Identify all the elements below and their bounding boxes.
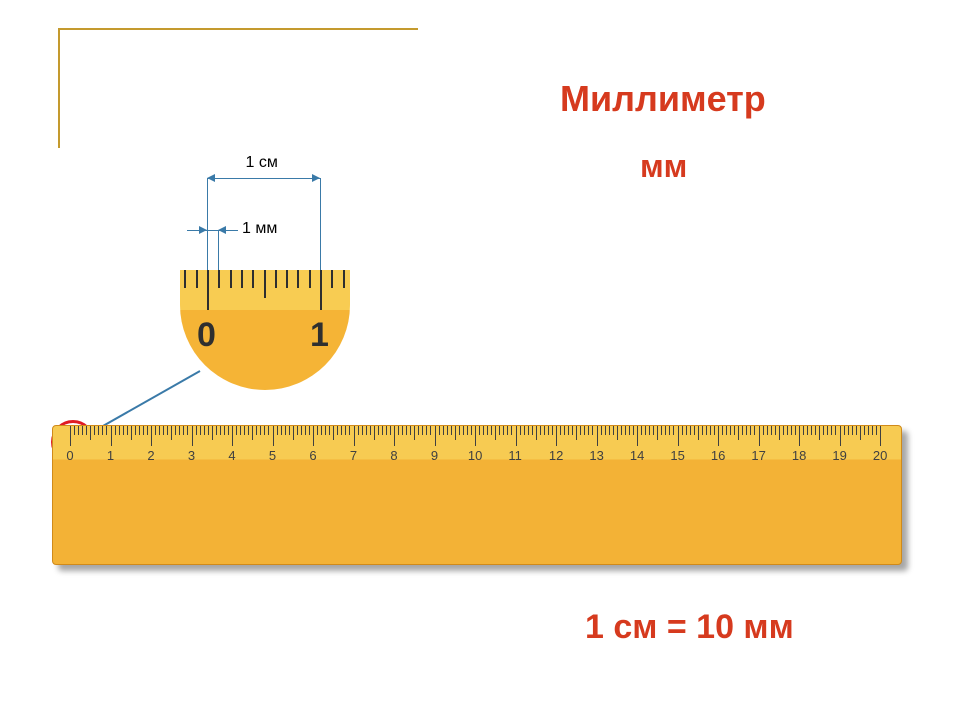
ruler-number: 7 <box>350 448 357 463</box>
slide-frame <box>58 28 418 148</box>
ruler-number: 1 <box>107 448 114 463</box>
ruler-number: 18 <box>792 448 806 463</box>
ruler-number: 8 <box>390 448 397 463</box>
ruler-number: 3 <box>188 448 195 463</box>
ruler-number: 4 <box>228 448 235 463</box>
dim-label-mm: 1 мм <box>242 220 277 238</box>
dim-label-cm: 1 см <box>246 154 278 172</box>
subtitle-mm: мм <box>640 148 687 185</box>
ruler-number: 16 <box>711 448 725 463</box>
zoom-number: 1 <box>310 316 329 355</box>
ruler-number: 15 <box>670 448 684 463</box>
ruler-number: 6 <box>309 448 316 463</box>
ruler-number: 5 <box>269 448 276 463</box>
ruler-number: 10 <box>468 448 482 463</box>
ruler-number: 12 <box>549 448 563 463</box>
ruler-body: 01234567891011121314151617181920 <box>52 425 902 565</box>
ruler-number: 19 <box>832 448 846 463</box>
ruler-number: 14 <box>630 448 644 463</box>
zoom-scale-strip <box>180 270 350 310</box>
ruler-number: 2 <box>147 448 154 463</box>
ruler-number: 9 <box>431 448 438 463</box>
ruler-number: 17 <box>751 448 765 463</box>
zoom-number: 0 <box>197 316 216 355</box>
zoom-body: 01 <box>180 310 350 390</box>
ruler-number: 11 <box>508 448 522 463</box>
zoom-detail: 01 <box>180 270 350 390</box>
ruler: 01234567891011121314151617181920 <box>52 425 902 565</box>
ruler-number: 13 <box>589 448 603 463</box>
equation-cm-mm: 1 см = 10 мм <box>585 608 794 647</box>
ruler-number: 20 <box>873 448 887 463</box>
ruler-number: 0 <box>66 448 73 463</box>
ruler-scale: 01234567891011121314151617181920 <box>53 426 901 460</box>
title-millimeter: Миллиметр <box>560 78 766 120</box>
